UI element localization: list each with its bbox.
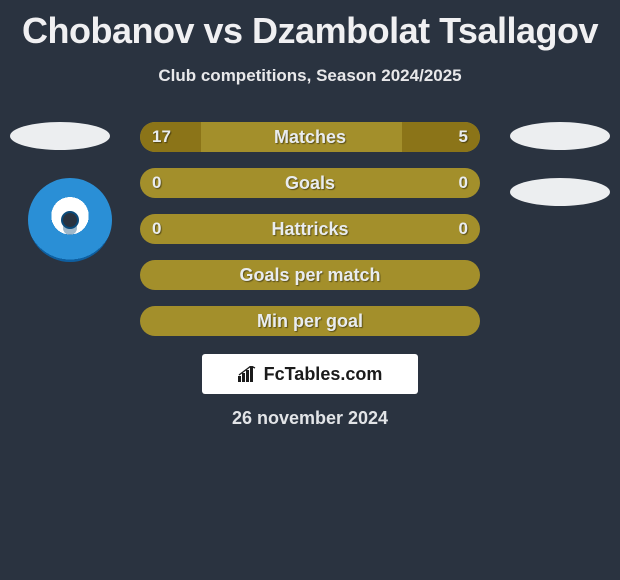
player-right-placeholder-1 xyxy=(510,122,610,150)
bar-label: Goals per match xyxy=(239,265,380,286)
comparison-bars: 17 Matches 5 0 Goals 0 0 Hattricks 0 Goa… xyxy=(140,122,480,352)
club-badge-left-ball xyxy=(61,211,79,229)
bar-val-right: 5 xyxy=(459,127,468,147)
bar-val-right: 0 xyxy=(459,173,468,193)
brand-text: FcTables.com xyxy=(264,364,383,385)
page-subtitle: Club competitions, Season 2024/2025 xyxy=(0,66,620,86)
bar-val-right: 0 xyxy=(459,219,468,239)
bar-fill-right xyxy=(402,122,480,152)
bar-val-left: 17 xyxy=(152,127,171,147)
brand-box: FcTables.com xyxy=(202,354,418,394)
bar-label: Matches xyxy=(274,127,346,148)
bar-label: Hattricks xyxy=(271,219,348,240)
bar-chart-icon xyxy=(238,366,258,382)
generation-date: 26 november 2024 xyxy=(0,408,620,429)
bar-row-goals-per-match: Goals per match xyxy=(140,260,480,290)
bar-row-hattricks: 0 Hattricks 0 xyxy=(140,214,480,244)
bar-label: Goals xyxy=(285,173,335,194)
club-badge-left xyxy=(28,178,112,262)
bar-val-left: 0 xyxy=(152,219,161,239)
bar-val-left: 0 xyxy=(152,173,161,193)
bar-label: Min per goal xyxy=(257,311,363,332)
bar-row-goals: 0 Goals 0 xyxy=(140,168,480,198)
player-left-placeholder xyxy=(10,122,110,150)
bar-row-matches: 17 Matches 5 xyxy=(140,122,480,152)
player-right-placeholder-2 xyxy=(510,178,610,206)
bar-row-min-per-goal: Min per goal xyxy=(140,306,480,336)
page-title: Chobanov vs Dzambolat Tsallagov xyxy=(0,0,620,52)
